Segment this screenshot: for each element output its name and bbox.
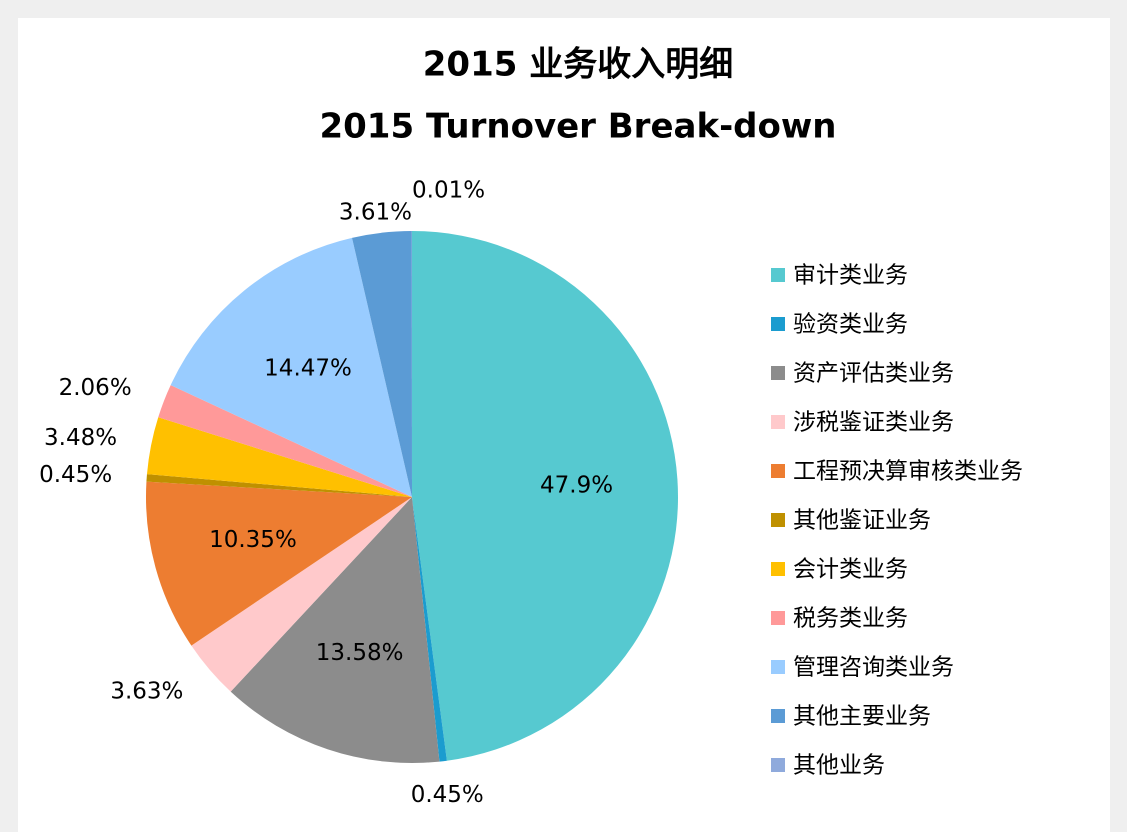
legend-label: 涉税鉴证类业务	[793, 410, 954, 436]
legend-label: 其他业务	[793, 753, 885, 779]
legend-label: 审计类业务	[793, 263, 908, 289]
legend-label: 工程预决算审核类业务	[793, 459, 1023, 485]
legend-label: 其他鉴证业务	[793, 508, 931, 534]
pie-slice	[146, 474, 413, 497]
pie-slice	[170, 237, 412, 497]
legend-label: 会计类业务	[793, 557, 908, 583]
pie-slice	[191, 497, 412, 692]
legend-swatch	[771, 268, 785, 282]
legend-label: 其他主要业务	[793, 704, 931, 730]
pie-slice	[352, 231, 412, 497]
legend-swatch	[771, 611, 785, 625]
data-label: 10.35%	[209, 527, 297, 553]
pie-slice	[412, 230, 679, 761]
data-label: 0.45%	[39, 462, 112, 488]
legend-label: 资产评估类业务	[793, 361, 954, 387]
legend-swatch	[771, 464, 785, 478]
pie-slice	[412, 497, 447, 762]
pie-slice	[230, 497, 440, 763]
data-label: 0.01%	[412, 178, 485, 204]
legend-swatch	[771, 317, 785, 331]
data-label: 13.58%	[316, 640, 404, 666]
pie-slice	[146, 481, 412, 646]
pie-slice	[146, 417, 412, 497]
legend-swatch	[771, 562, 785, 576]
legend-label: 管理咨询类业务	[793, 655, 954, 681]
pie-slice	[158, 385, 412, 497]
chart-title: 2015 业务收入明细	[423, 45, 733, 85]
data-label: 3.61%	[339, 200, 412, 226]
data-label: 2.06%	[59, 375, 132, 401]
legend-swatch	[771, 758, 785, 772]
legend-swatch	[771, 513, 785, 527]
data-label: 47.9%	[540, 473, 613, 499]
legend-swatch	[771, 415, 785, 429]
legend-swatch	[771, 709, 785, 723]
data-label: 3.48%	[44, 425, 117, 451]
legend-swatch	[771, 660, 785, 674]
data-label: 0.45%	[411, 782, 484, 808]
data-label: 14.47%	[264, 355, 352, 381]
legend-label: 验资类业务	[793, 312, 908, 338]
legend-swatch	[771, 366, 785, 380]
legend-label: 税务类业务	[793, 606, 908, 632]
data-label: 3.63%	[110, 679, 183, 705]
chart-subtitle: 2015 Turnover Break-down	[319, 107, 836, 147]
